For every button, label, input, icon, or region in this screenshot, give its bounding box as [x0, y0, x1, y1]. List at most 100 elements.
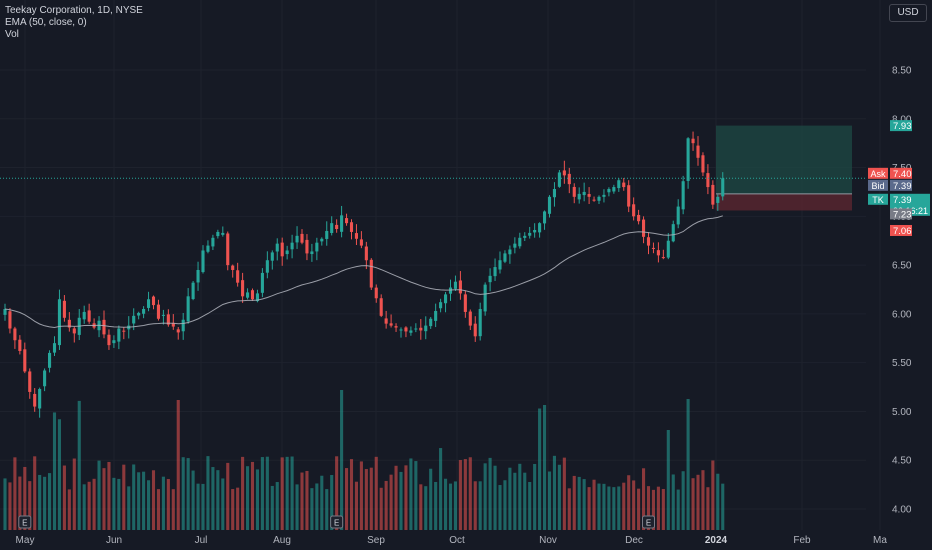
candle-body — [716, 196, 720, 203]
volume-bar — [389, 474, 393, 530]
candle-body — [236, 270, 240, 283]
volume-bar — [637, 488, 641, 530]
target-zone[interactable] — [716, 125, 852, 194]
volume-bar — [409, 458, 413, 530]
candle-body — [226, 233, 230, 266]
price-label-stop: 7.06 — [890, 224, 912, 237]
price-tick-label: 4.50 — [892, 456, 912, 467]
volume-bar — [206, 456, 210, 530]
event-marker[interactable]: E — [18, 515, 32, 529]
volume-bar — [137, 472, 141, 530]
volume-bar — [310, 488, 314, 530]
candle-body — [444, 294, 448, 304]
price-label-tag-bg — [868, 167, 888, 179]
volume-bar — [661, 489, 665, 530]
candle-body — [359, 239, 363, 246]
candle-body — [483, 284, 487, 312]
candle-body — [255, 293, 259, 302]
volume-bar — [612, 487, 616, 530]
price-label-tag: Bid — [871, 181, 884, 191]
candle-body — [221, 232, 225, 235]
candle-body — [617, 180, 621, 189]
volume-bar — [43, 476, 47, 530]
candle-body — [651, 247, 655, 249]
event-marker-box[interactable] — [330, 515, 344, 529]
volume-bar — [364, 469, 368, 530]
candle-body — [87, 310, 91, 322]
candle-body — [72, 328, 76, 334]
candles — [3, 131, 725, 418]
volume-bar — [260, 457, 264, 530]
volume-bar — [577, 476, 581, 530]
volume-bar — [528, 481, 532, 530]
volume-bar — [280, 457, 284, 530]
candle-body — [701, 155, 705, 173]
candle-body — [28, 371, 32, 392]
price-label-value: 7.23 — [893, 209, 912, 220]
volume-bar — [597, 483, 601, 530]
volume-bar — [587, 487, 591, 530]
volume-bar — [72, 458, 76, 530]
volume-bar — [107, 461, 111, 530]
candle-body — [543, 211, 547, 224]
event-markers[interactable]: EEEF — [18, 515, 932, 529]
candle-body — [364, 246, 368, 261]
event-marker[interactable]: E — [330, 515, 344, 529]
candle-body — [62, 300, 66, 318]
price-label-value: 7.39 — [893, 195, 912, 206]
candle-body — [48, 352, 52, 368]
volume-bar — [493, 465, 497, 530]
candle-body — [117, 328, 121, 342]
event-marker-box[interactable] — [18, 515, 32, 529]
symbol-title[interactable]: Teekay Corporation, 1D, NYSE — [5, 5, 143, 16]
candle-body — [419, 327, 423, 331]
candle-body — [102, 319, 106, 335]
price-axis[interactable]: 8.508.007.507.006.506.005.505.004.504.00 — [892, 66, 912, 516]
candle-body — [414, 328, 418, 330]
candle-body — [424, 325, 428, 332]
candle-body — [458, 280, 462, 294]
position-tool[interactable] — [716, 125, 852, 211]
volume-bar — [315, 483, 319, 530]
event-marker[interactable]: E — [642, 515, 655, 529]
candle-body — [721, 178, 725, 197]
candle-body — [176, 329, 180, 333]
volume-legend[interactable]: Vol — [5, 29, 19, 40]
volume-bar — [92, 478, 96, 530]
price-tick-label: 5.00 — [892, 407, 912, 418]
time-tick-label: Ma — [873, 535, 887, 546]
time-tick-label: Sep — [367, 535, 385, 546]
ema-legend[interactable]: EMA (50, close, 0) — [5, 17, 87, 28]
volume-bar — [300, 472, 304, 530]
event-marker-label: E — [646, 519, 651, 528]
price-label-tag-bg — [868, 193, 888, 205]
candle-body — [132, 315, 136, 324]
volume-bar — [349, 459, 354, 530]
time-tick-label: Aug — [273, 535, 291, 546]
volume-bar — [147, 480, 151, 530]
candle-body — [82, 311, 86, 320]
candle-body — [107, 334, 111, 346]
volume-bar — [656, 486, 660, 530]
time-axis[interactable]: May Jun Jul Aug Sep Oct Nov Dec 2024 Feb Ma — [16, 535, 888, 546]
currency-button[interactable]: USD — [889, 4, 927, 22]
volume-bar — [325, 489, 329, 530]
stop-zone[interactable] — [716, 193, 852, 211]
candle-body — [181, 319, 185, 332]
event-marker-box[interactable] — [642, 515, 655, 529]
price-label-bg — [890, 179, 912, 191]
candle-body — [463, 294, 467, 312]
volume-bar — [166, 479, 170, 530]
volume-bar — [518, 463, 522, 530]
candle-body — [231, 265, 235, 270]
candle-body — [528, 232, 532, 236]
candle-body — [345, 218, 349, 224]
volume-bar — [270, 485, 274, 530]
volume-bar — [8, 482, 12, 530]
volume-bar — [290, 456, 294, 530]
volume-bar — [196, 483, 200, 530]
volume-bar — [18, 476, 22, 530]
candle-body — [587, 194, 591, 197]
